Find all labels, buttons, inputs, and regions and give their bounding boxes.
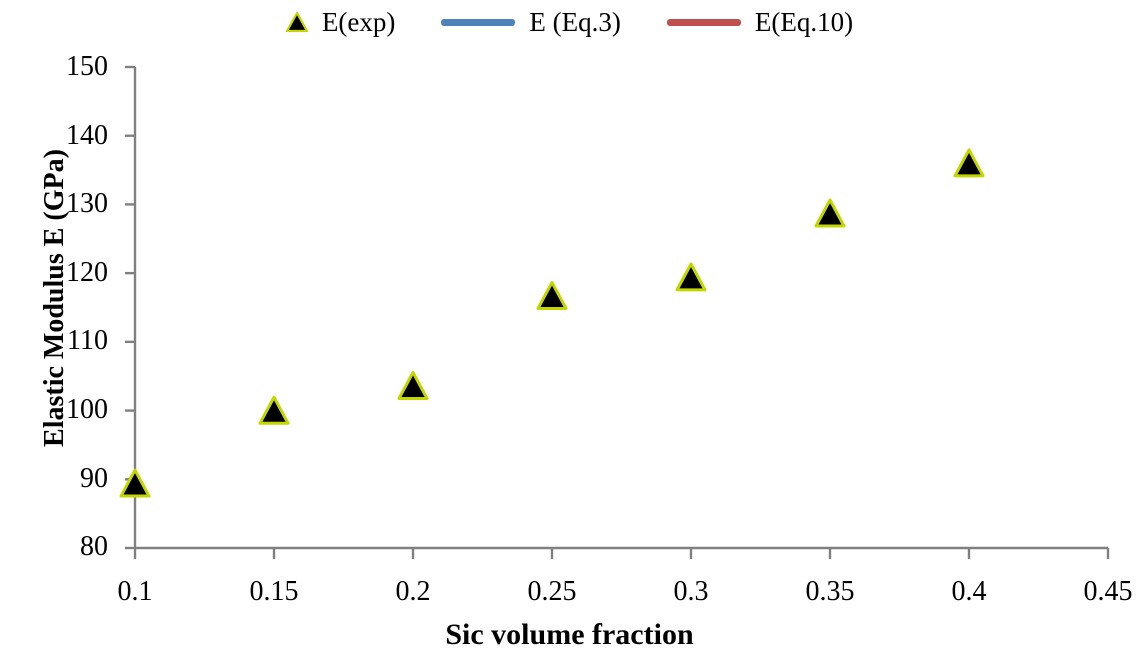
line-swatch-icon-eq10 — [666, 18, 741, 26]
axis-lines — [125, 65, 1110, 559]
chart-legend: E(exp) E (Eq.3) E(Eq.10) — [0, 0, 1139, 44]
y-tick-label-80: 80 — [80, 531, 108, 562]
data-marker-triangle — [953, 148, 985, 178]
triangle-marker-icon — [285, 11, 309, 33]
legend-label-e-eq3: E (Eq.3) — [529, 6, 621, 37]
data-marker-layer — [119, 148, 985, 498]
legend-item-e-eq3[interactable]: E (Eq.3) — [441, 6, 621, 37]
data-marker-triangle — [814, 198, 846, 228]
data-marker-triangle — [397, 370, 429, 400]
x-axis-title: Sic volume fraction — [445, 618, 694, 651]
x-tick-label-0-45: 0.45 — [1083, 576, 1133, 607]
legend-label-e-eq10: E(Eq.10) — [754, 6, 854, 37]
y-tick-label-90: 90 — [80, 463, 108, 494]
legend-item-e-eq10[interactable]: E(Eq.10) — [666, 6, 854, 37]
x-tick-label-0-2: 0.2 — [395, 576, 431, 607]
x-tick-label-0-3: 0.3 — [673, 576, 709, 607]
line-swatch-icon-eq3 — [441, 18, 516, 26]
legend-label-e-exp: E(exp) — [321, 6, 396, 37]
x-tick-label-0-35: 0.35 — [805, 576, 855, 607]
y-tick-label-110: 110 — [67, 325, 108, 356]
data-marker-triangle — [119, 468, 151, 498]
y-tick-label-140: 140 — [66, 120, 108, 151]
x-tick-label-0-1: 0.1 — [117, 576, 153, 607]
y-tick-label-120: 120 — [66, 257, 108, 288]
y-tick-label-100: 100 — [66, 394, 108, 425]
x-tick-label-0-4: 0.4 — [951, 576, 987, 607]
legend-item-e-exp[interactable]: E(exp) — [285, 6, 396, 37]
data-marker-triangle — [675, 262, 707, 292]
x-tick-label-0-15: 0.15 — [249, 576, 299, 607]
x-tick-label-0-25: 0.25 — [527, 576, 577, 607]
data-marker-triangle — [258, 395, 290, 425]
data-marker-triangle — [536, 280, 568, 310]
y-tick-label-130: 130 — [66, 188, 108, 219]
y-tick-label-150: 150 — [66, 51, 108, 82]
